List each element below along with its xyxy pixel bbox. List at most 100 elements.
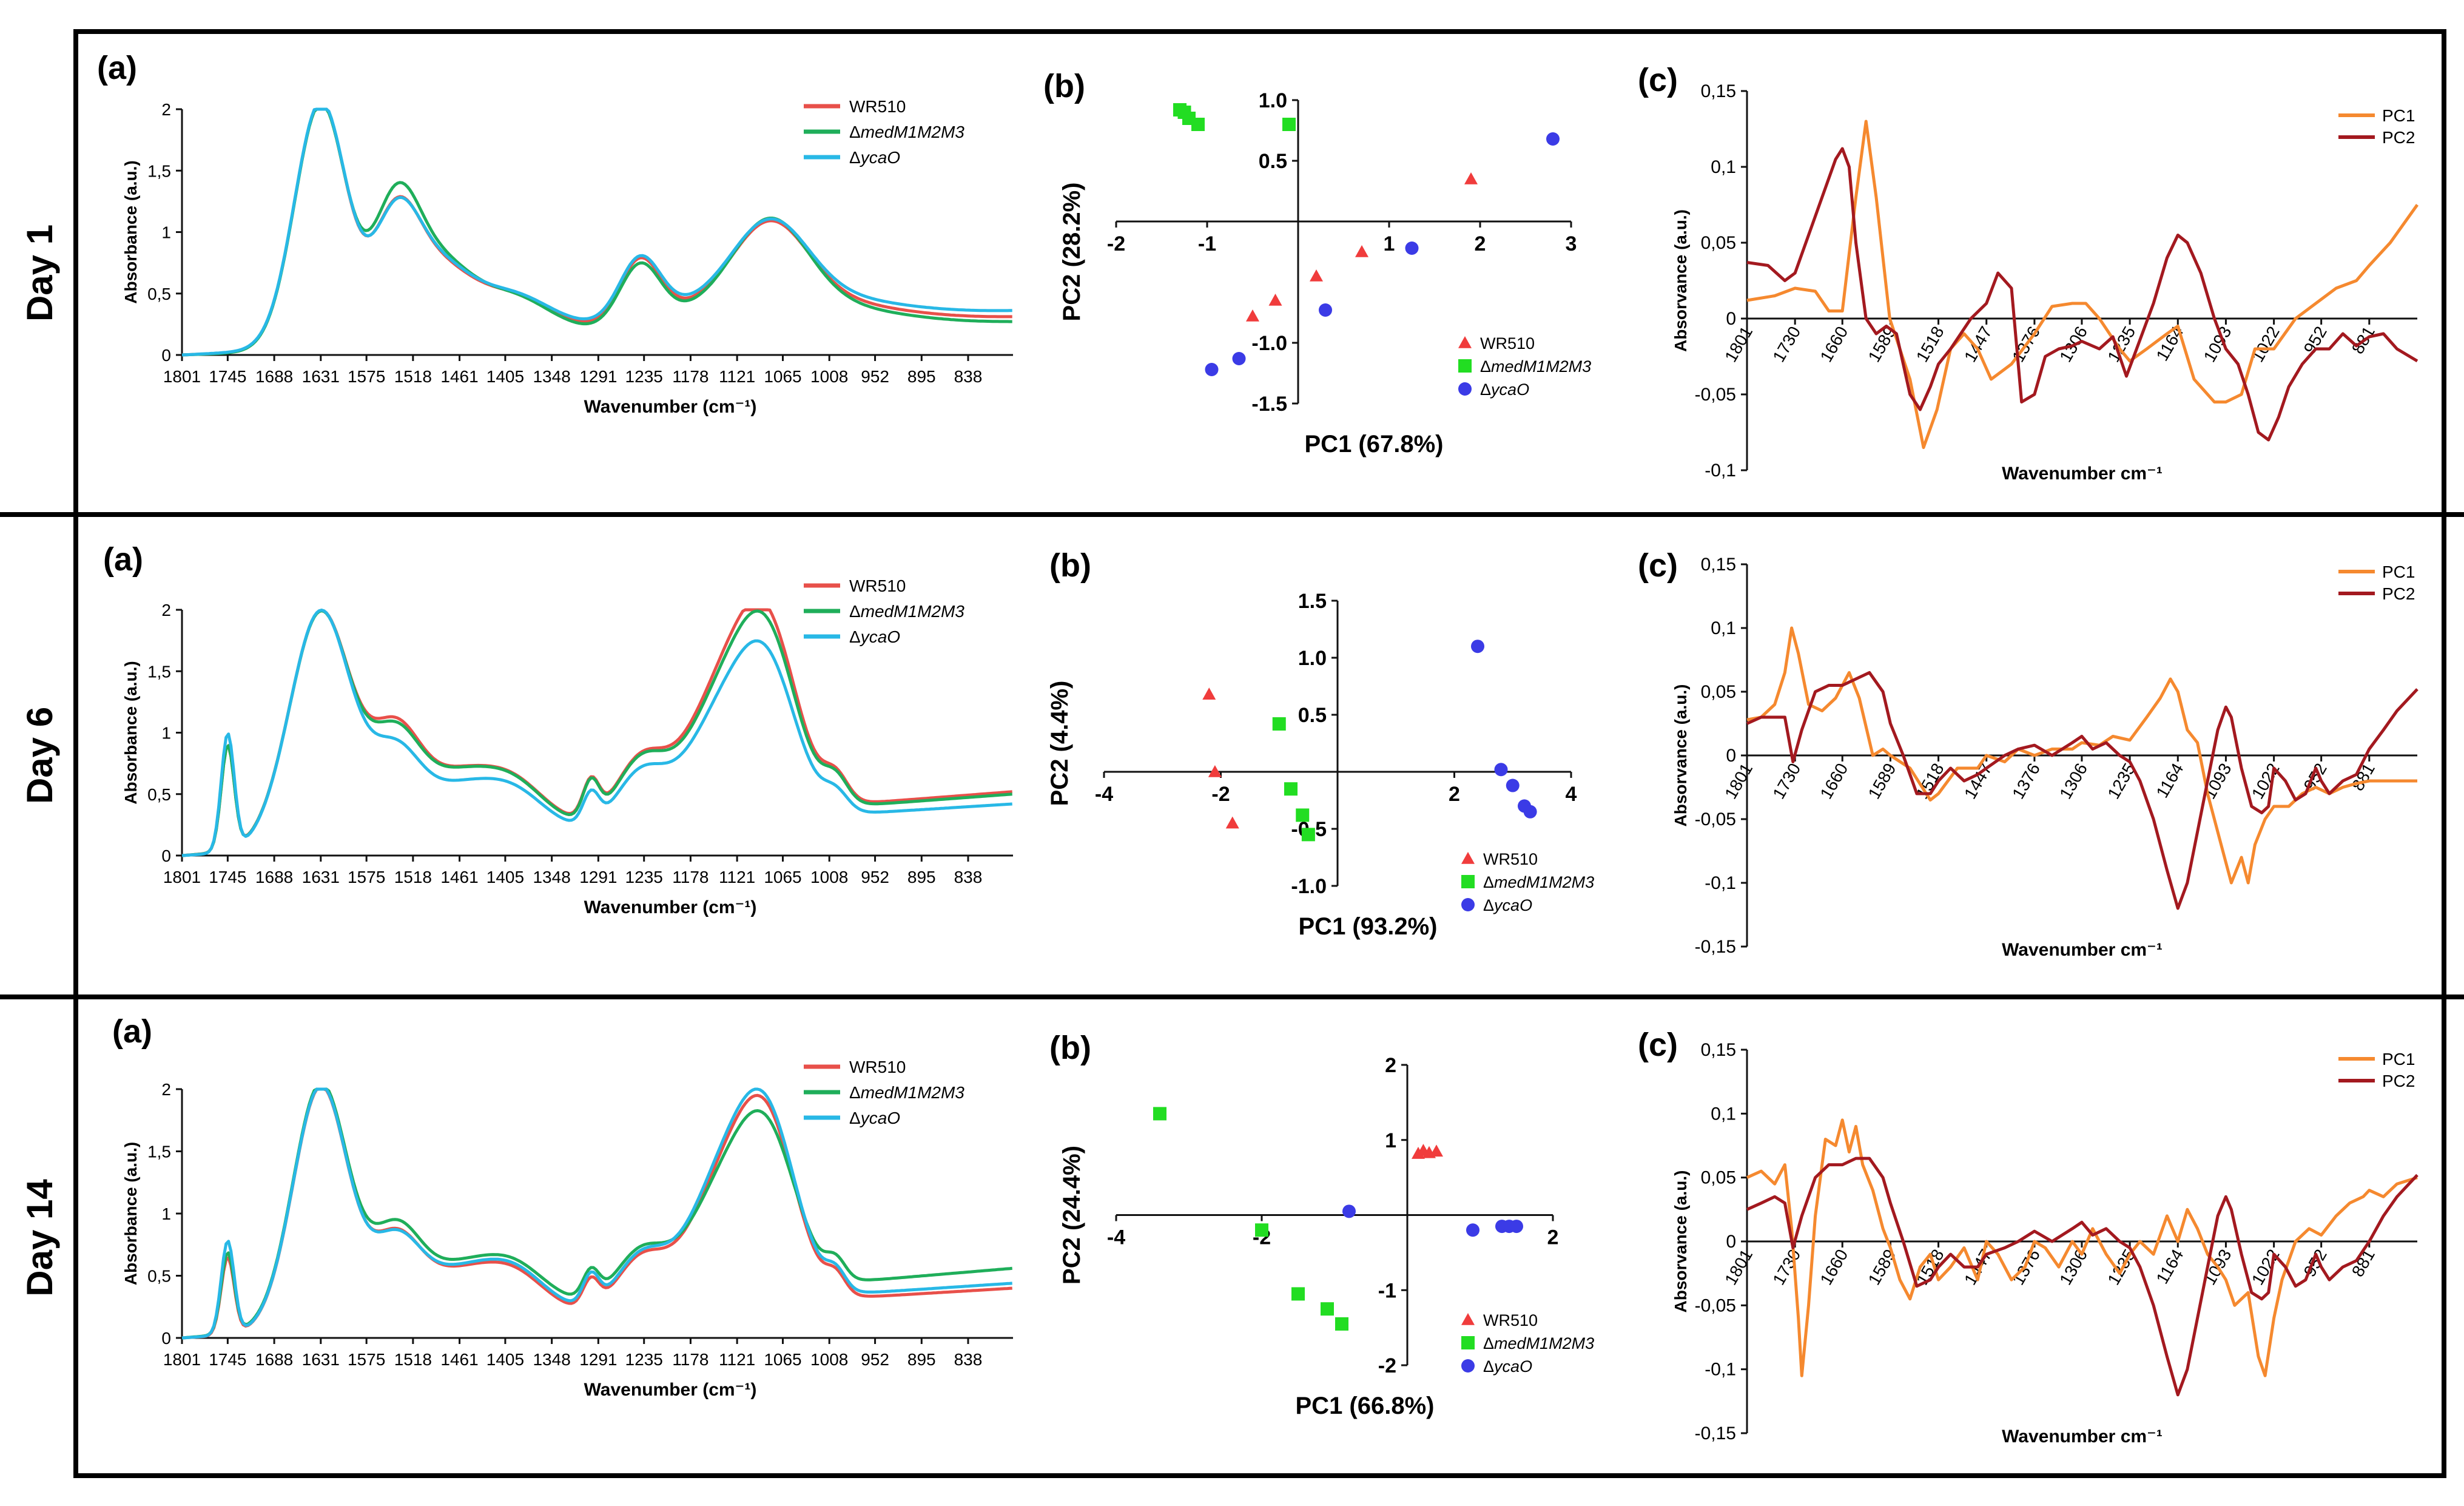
day6-b-x-tick-label: -4 bbox=[1095, 783, 1113, 806]
day14-a-x-tick-label: 1121 bbox=[719, 1350, 755, 1369]
day6-b-y-axis-label: PC2 (4.4%) bbox=[1046, 681, 1073, 806]
day14-c-x-axis-label: Wavenumber cm⁻¹ bbox=[2002, 1427, 2163, 1447]
day1-b-y-axis-label: PC2 (28.2%) bbox=[1059, 183, 1085, 322]
day1-c-y-tick-label: 0,05 bbox=[1701, 233, 1736, 253]
day1-a-y-tick-label: 0,5 bbox=[147, 285, 171, 303]
day1-b-point-triangle bbox=[1355, 245, 1368, 257]
day14-c-x-tick-label: 1022 bbox=[2248, 1246, 2283, 1288]
charts-layer: (a) 0 0,5 1 1,5 2 1801 1745 1688 1631 1575 1518 1461… bbox=[97, 50, 2419, 1447]
day6-b-x-tick-label: 2 bbox=[1449, 783, 1460, 806]
day14-a-x-tick-label: 838 bbox=[954, 1350, 983, 1369]
day6-a-x-tick-label: 1631 bbox=[302, 868, 340, 886]
day1-a-x-tick-label: 1801 bbox=[163, 367, 201, 386]
day6-a-x-tick-label: 1065 bbox=[764, 868, 801, 886]
day6-b-legend-marker bbox=[1461, 852, 1475, 864]
day6-b-y-tick-label: 1.0 bbox=[1298, 647, 1327, 670]
day1-a-x-tick-label: 1008 bbox=[810, 367, 848, 386]
day6-a-x-tick-label: 895 bbox=[907, 868, 936, 886]
day6-a-series-ycaO bbox=[181, 609, 1012, 857]
day1-b-point-circle bbox=[1319, 303, 1332, 317]
day1-b-panel-label: (b) bbox=[1043, 68, 1085, 104]
day6-c-y-tick-label: 0,05 bbox=[1701, 682, 1736, 702]
day1-c-x-tick-label: 952 bbox=[2300, 323, 2331, 357]
day14-b-point-square bbox=[1255, 1223, 1268, 1237]
day6-c-chart: (c) -0,15 -0,1 -0,05 0 0,05 0,1 0,15 1801 1730 166… bbox=[1638, 547, 2419, 960]
day1-b-point-triangle bbox=[1246, 309, 1259, 322]
day6-b-x-tick-label: 4 bbox=[1566, 783, 1577, 806]
day14-c-y-tick-label: 0,1 bbox=[1711, 1104, 1736, 1124]
day14-c-series-PC1 bbox=[1746, 1118, 2418, 1377]
day14-c-x-tick-label: 1306 bbox=[2056, 1246, 2091, 1288]
day14-b-point-circle bbox=[1510, 1220, 1523, 1234]
day6-b-point-square bbox=[1301, 828, 1315, 842]
day1-c-legend-label: PC1 bbox=[2382, 106, 2415, 125]
day14-a-x-tick-label: 1065 bbox=[764, 1350, 801, 1369]
day6-a-x-tick-label: 1688 bbox=[255, 868, 293, 886]
day6-a-x-tick-label: 1745 bbox=[209, 868, 246, 886]
day14-a-series-ycaO bbox=[181, 1087, 1012, 1340]
day6-b-point-square bbox=[1272, 717, 1286, 731]
day14-a-chart: (a) 0 0,5 1 1,5 2 1801 1745 1688 1631 1575 1518 1461… bbox=[112, 1013, 1013, 1400]
day1-a-x-tick-label: 1405 bbox=[486, 367, 524, 386]
day6-b-y-tick-label: 0.5 bbox=[1298, 704, 1327, 727]
day6-c-y-tick-label: -0,05 bbox=[1695, 809, 1736, 829]
day1-c-y-tick-label: -0,1 bbox=[1705, 461, 1736, 481]
day14-a-x-tick-label: 1518 bbox=[394, 1350, 432, 1369]
day1-b-x-tick-label: -1 bbox=[1198, 232, 1216, 255]
day6-c-x-tick-label: 1801 bbox=[1721, 760, 1756, 802]
day6-b-legend-label: ΔmedM1M2M3 bbox=[1483, 873, 1594, 891]
figure-frame bbox=[73, 29, 2446, 1478]
day14-b-x-axis-label: PC1 (66.8%) bbox=[1296, 1393, 1435, 1419]
day14-a-x-tick-label: 1348 bbox=[533, 1350, 570, 1369]
day14-b-y-tick-label: -2 bbox=[1378, 1354, 1396, 1377]
day6-a-x-tick-label: 952 bbox=[861, 868, 889, 886]
day14-b-x-tick-label: -4 bbox=[1107, 1226, 1125, 1249]
day14-c-x-tick-label: 1589 bbox=[1865, 1246, 1900, 1288]
day1-a-legend-label: WR510 bbox=[849, 97, 906, 116]
day1-b-legend-label: ΔycaO bbox=[1480, 380, 1529, 399]
day14-a-legend-label: ΔmedM1M2M3 bbox=[849, 1083, 964, 1102]
day1-c-y-tick-label: -0,05 bbox=[1695, 385, 1736, 405]
day14-c-x-tick-label: 1660 bbox=[1816, 1246, 1851, 1288]
day1-b-point-triangle bbox=[1464, 172, 1478, 184]
day14-c-legend-label: PC2 bbox=[2382, 1072, 2415, 1090]
day1-a-x-axis-label: Wavenumber (cm⁻¹) bbox=[584, 397, 757, 417]
day1-a-x-tick-label: 952 bbox=[861, 367, 889, 386]
day1-a-series-WR510 bbox=[181, 107, 1012, 357]
day1-b-point-square bbox=[1282, 118, 1296, 131]
day6-a-series-medM1M2M3 bbox=[181, 609, 1012, 857]
day6-c-legend-label: PC2 bbox=[2382, 584, 2415, 603]
day1-b-point-circle bbox=[1405, 241, 1419, 255]
day6-b-point-triangle bbox=[1202, 687, 1216, 700]
day14-a-legend-label: ΔycaO bbox=[849, 1109, 900, 1127]
day6-c-x-tick-label: 1730 bbox=[1769, 760, 1804, 802]
day14-c-y-axis-label: Absorvance (a.u.) bbox=[1671, 1170, 1690, 1313]
day1-a-x-tick-label: 1631 bbox=[302, 367, 340, 386]
day1-c-legend-label: PC2 bbox=[2382, 128, 2415, 147]
day1-a-x-tick-label: 1291 bbox=[579, 367, 617, 386]
day1-a-x-tick-label: 1348 bbox=[533, 367, 570, 386]
day1-a-x-tick-label: 1518 bbox=[394, 367, 432, 386]
day1-a-series-ycaO bbox=[181, 107, 1012, 357]
day14-b-y-tick-label: -1 bbox=[1378, 1279, 1396, 1302]
day6-a-y-tick-label: 1 bbox=[161, 724, 171, 743]
day14-b-legend-marker bbox=[1461, 1313, 1475, 1325]
day14-b-legend-label: ΔycaO bbox=[1483, 1357, 1532, 1376]
day6-a-legend-label: WR510 bbox=[849, 576, 906, 595]
day6-a-y-tick-label: 1,5 bbox=[147, 662, 171, 681]
day14-a-y-tick-label: 1,5 bbox=[147, 1143, 171, 1161]
day6-a-x-tick-label: 1291 bbox=[579, 868, 617, 886]
day1-a-x-tick-label: 895 bbox=[907, 367, 936, 386]
day14-b-y-axis-label: PC2 (24.4%) bbox=[1059, 1146, 1085, 1285]
day1-a-x-tick-label: 1575 bbox=[348, 367, 385, 386]
day1-b-legend-marker bbox=[1458, 382, 1472, 396]
day14-a-y-tick-label: 1 bbox=[161, 1204, 171, 1223]
day14-b-point-square bbox=[1291, 1287, 1305, 1301]
day1-b-y-tick-label: 1.0 bbox=[1259, 89, 1287, 112]
day6-b-point-circle bbox=[1523, 805, 1537, 819]
day14-b-point-circle bbox=[1466, 1223, 1479, 1237]
day1-a-y-tick-label: 1 bbox=[161, 223, 171, 242]
day6-c-x-tick-label: 1164 bbox=[2153, 760, 2187, 802]
